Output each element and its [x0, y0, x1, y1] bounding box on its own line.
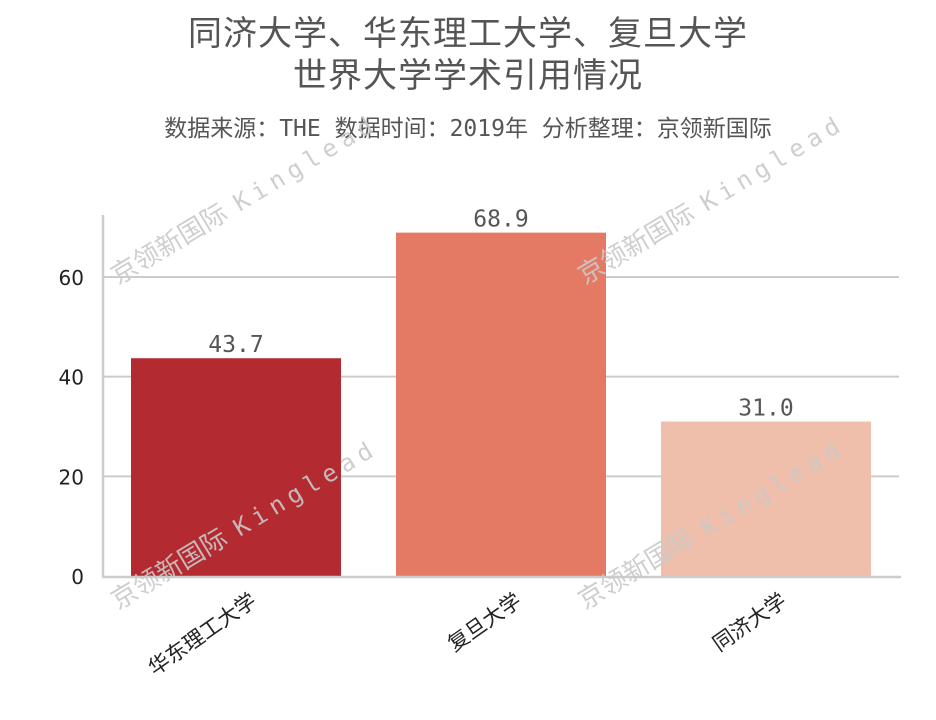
- y-tick-label-20: 20: [59, 465, 84, 489]
- value-label-3: 31.0: [738, 396, 793, 422]
- bar-2: [396, 232, 606, 577]
- chart-title-line2: 世界大学学术引用情况: [293, 56, 643, 96]
- bars: [131, 232, 871, 577]
- chart-subtitle: 数据来源：THE 数据时间：2019年 分析整理：京领新国际: [164, 116, 772, 142]
- bar-1: [131, 358, 341, 576]
- y-tick-label-60: 60: [59, 266, 84, 290]
- x-tick-label-2: 复旦大学: [443, 588, 526, 656]
- chart-title-line1: 同济大学、华东理工大学、复旦大学: [188, 14, 748, 54]
- value-labels: 43.7 68.9 31.0: [208, 207, 793, 422]
- x-tick-label-1: 华东理工大学: [144, 588, 261, 680]
- value-label-1: 43.7: [208, 332, 263, 358]
- watermark-en: Kinglead: [695, 109, 850, 217]
- y-tick-labels: 0 20 40 60: [59, 266, 84, 589]
- x-tick-label-3: 同济大学: [708, 588, 791, 656]
- axes: [101, 215, 901, 579]
- value-label-2: 68.9: [473, 207, 528, 233]
- y-tick-label-0: 0: [71, 565, 84, 589]
- x-tick-labels: 华东理工大学 复旦大学 同济大学: [144, 588, 791, 680]
- y-tick-label-40: 40: [59, 366, 84, 390]
- bar-3: [661, 421, 871, 576]
- watermark-en: Kinglead: [228, 109, 383, 217]
